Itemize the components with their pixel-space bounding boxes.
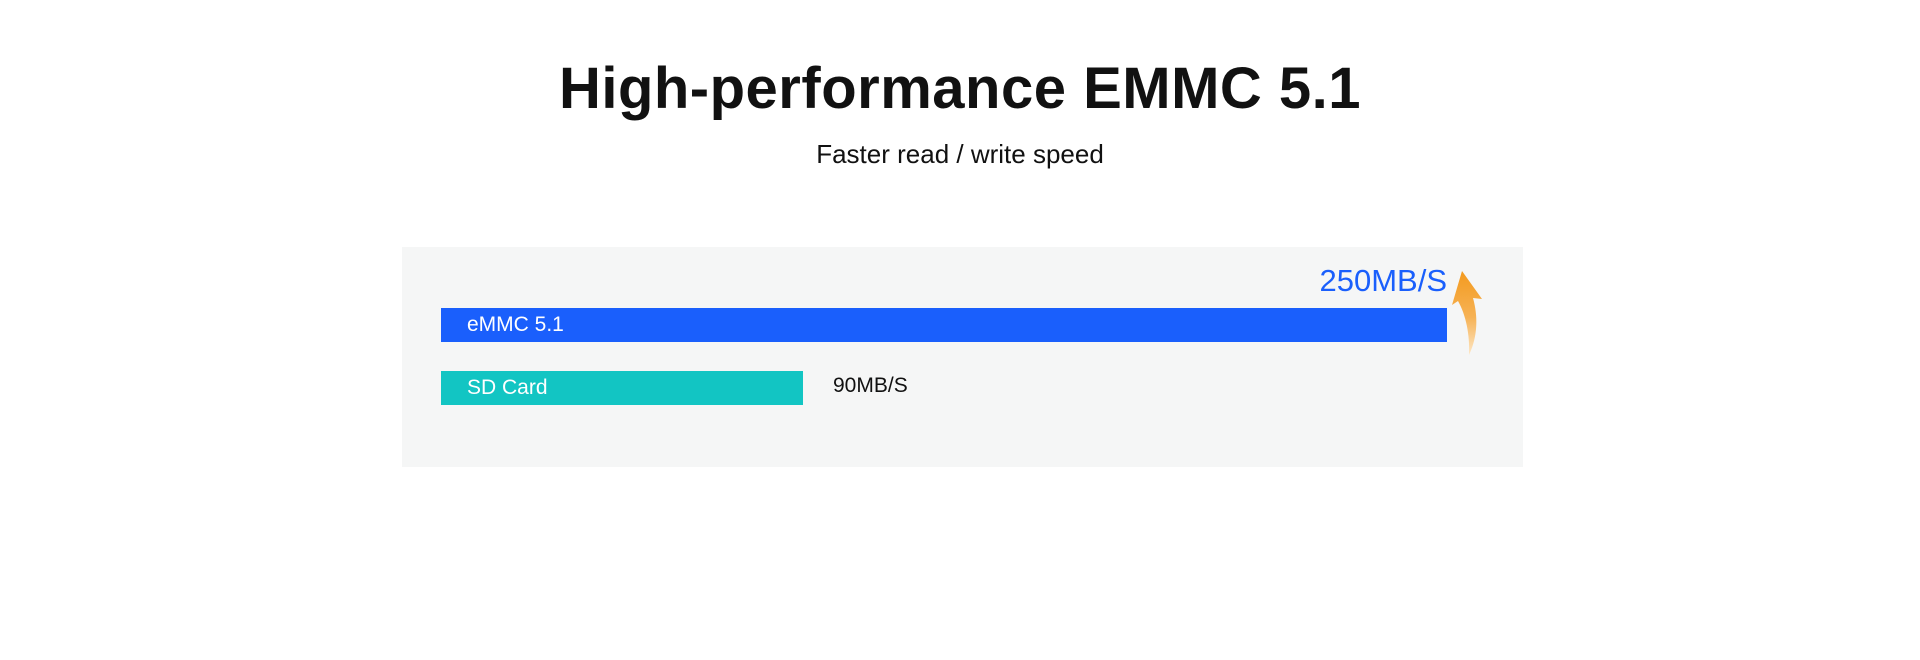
emmc-value-label: 250MB/S bbox=[1319, 263, 1447, 298]
sd-card-value-label: 90MB/S bbox=[833, 374, 908, 397]
sd-card-bar-label: SD Card bbox=[467, 376, 548, 399]
speed-comparison-chart: eMMC 5.1 250MB/S SD Card 90MB/S bbox=[402, 247, 1523, 467]
emmc-bar-label: eMMC 5.1 bbox=[467, 313, 564, 336]
curved-up-arrow-icon bbox=[1452, 271, 1482, 355]
sd-card-bar: SD Card bbox=[441, 371, 803, 405]
emmc-bar: eMMC 5.1 bbox=[441, 308, 1447, 342]
page-title: High-performance EMMC 5.1 bbox=[558, 56, 1362, 121]
page-subtitle: Faster read / write speed bbox=[816, 139, 1104, 169]
